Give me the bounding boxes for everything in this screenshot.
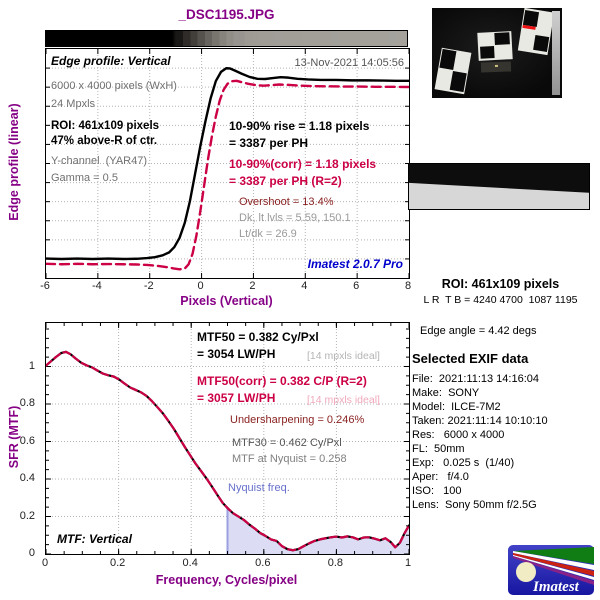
mtf-corner-label: MTF: Vertical [57,532,132,546]
exif-line: Aper: f/4.0 [412,471,469,483]
x-tick-label: 4 [301,280,308,292]
x-tick-label: 0 [41,557,49,569]
channel-annotation: Y-channel (YAR47) [51,155,147,167]
checker-target-right [517,7,555,56]
roi-size-annotation: ROI: 461x109 pixels [51,120,160,132]
y-tick-label: 0.8 [19,397,35,409]
series-edge-profile-corrected [46,79,409,271]
x-tick-label: 0 [197,280,204,292]
x-tick-label: -2 [143,280,154,292]
logo-purple-stripe [513,556,594,585]
series-edge-profile [46,67,409,261]
exif-line: Taken: 2021:11:14 10:10:10 [412,415,548,427]
x-tick-label: -6 [40,280,50,292]
mtf30-annotation: MTF30 = 0.462 Cy/Pxl [232,437,342,449]
y-tick-label: 1 [28,359,35,372]
checker-target-center [477,31,513,61]
roi-position-annotation: 47% above-R of ctr. [51,135,158,147]
mtf50-corrected-line2: = 3057 LW/PH [197,391,276,405]
roi-marker [522,24,536,30]
x-tick-label: 1 [404,557,412,569]
logo-circle [516,562,536,582]
imatest-logo: Imatest [508,545,594,595]
exif-line: Exp: 0.025 s (1/40) [412,457,515,469]
edge-density-bar [45,30,408,47]
edge-profile-plot: Edge profile: Vertical 13-Nov-2021 14:05… [45,48,410,279]
exif-line: Lens: Sony 50mm f/2.5G [412,499,537,511]
imatest-version: Imatest 2.0.7 Pro [307,257,403,271]
roi-size-label: ROI: 461x109 pixels [441,277,560,291]
checker-target-left [434,47,472,95]
logo-red-stripe [513,553,594,576]
edge-chart-heading: Edge profile: Vertical [51,54,171,68]
exif-line: Make: SONY [412,387,480,399]
mtf-x-axis-label: Frequency, Cycles/pixel [155,573,298,587]
x-tick-label: 0.6 [255,557,271,569]
exif-line: FL: 50mm [412,443,465,455]
device-light-dot [494,64,498,68]
x-tick-label: 0.2 [109,557,126,569]
rise-line2: = 3387 per PH [229,136,309,150]
exif-list: File: 2021:11:13 14:16:04 Make: SONY Model… [412,372,548,512]
mtf-at-nyquist-annotation: MTF at Nyquist = 0.258 [232,453,347,465]
x-tick-label: 2 [249,280,256,292]
exif-line: File: 2021:11:13 14:16:04 [412,373,540,385]
undersharpening-annotation: Undersharpening = 0.246% [230,414,365,426]
roi-coords-label: L R T B = 4240 4700 1087 1195 [423,294,578,306]
timestamp: 13-Nov-2021 14:05:56 [294,57,404,69]
mtf-x-tick-labels: 0 0.2 0.4 0.6 0.8 1 [41,557,412,570]
mtf-curves [46,323,409,554]
edge-x-tick-labels: -6 -4 -2 0 2 4 6 8 [40,280,412,293]
overshoot-annotation: Overshoot = 13.4% [239,196,334,208]
logo-white-stripe-2 [513,555,594,580]
edge-x-axis-label: Pixels (Vertical) [180,294,273,308]
ideal-note-1: [14 mpxls ideal] [307,350,380,362]
gamma-annotation: Gamma = 0.5 [51,172,118,184]
y-tick-label: 0.6 [19,434,35,447]
exif-line: Model: ILCE-7M2 [412,401,501,413]
series-mtf-corrected [46,350,409,552]
logo-text: Imatest [532,579,580,595]
mtf50-corrected-line1: MTF50(corr) = 0.382 C/P (R=2) [197,374,367,388]
mtf-plot: MTF50 = 0.382 Cy/Pxl = 3054 LW/PH [14 mp… [45,322,410,555]
edge-profile-curves [46,49,409,278]
exif-line: ISO: 100 [412,485,462,497]
scene-thumbnail [432,7,562,98]
mtf50-line1: MTF50 = 0.382 Cy/Pxl [197,330,319,344]
logo-white-stripe-1 [513,551,594,570]
gray-device [480,61,512,73]
levels-annotation: Dk, lt lvls = 5.59, 150.1 [239,212,351,224]
megapixels: 24 Mpxls [51,98,96,110]
y-tick-label: 0.2 [19,509,35,522]
y-tick-label: 0 [28,547,35,559]
light-dark-ratio-annotation: Lt/dk = 26.9 [239,228,297,240]
rise-corrected-line2: = 3387 per PH (R=2) [229,174,342,188]
mtf-y-tick-labels: 0 0.2 0.4 0.6 0.8 1 [0,322,40,560]
mtf50-line2: = 3054 LW/PH [197,347,276,361]
x-tick-label: 6 [353,280,360,292]
x-tick-label: 0.8 [327,557,344,569]
x-tick-label: 0.4 [182,557,198,569]
edge-angle-label: Edge angle = 4.42 degs [420,325,537,337]
gray-scale-strip [552,11,560,95]
exif-heading: Selected EXIF data [412,351,529,366]
logo-green-band [513,547,594,564]
image-dimensions: 6000 x 4000 pixels (WxH) [51,80,177,92]
roi-edge-crop-image [408,163,590,210]
rise-line1: 10-90% rise = 1.18 pixels [229,119,370,133]
page-title: _DSC1195.JPG [178,7,275,22]
ideal-note-2: [14 mpxls ideal] [307,394,380,406]
y-tick-label: 0.4 [19,472,35,484]
exif-line: Res: 6000 x 4000 [412,429,505,441]
x-tick-label: 8 [404,280,412,292]
rise-corrected-line1: 10-90%(corr) = 1.18 pixels [229,157,377,171]
x-tick-label: -4 [91,280,102,292]
edge-y-axis-label: Edge profile (linear) [7,103,21,221]
nyquist-freq-label: Nyquist freq. [228,482,290,494]
roi-edge-light-region [409,182,589,209]
